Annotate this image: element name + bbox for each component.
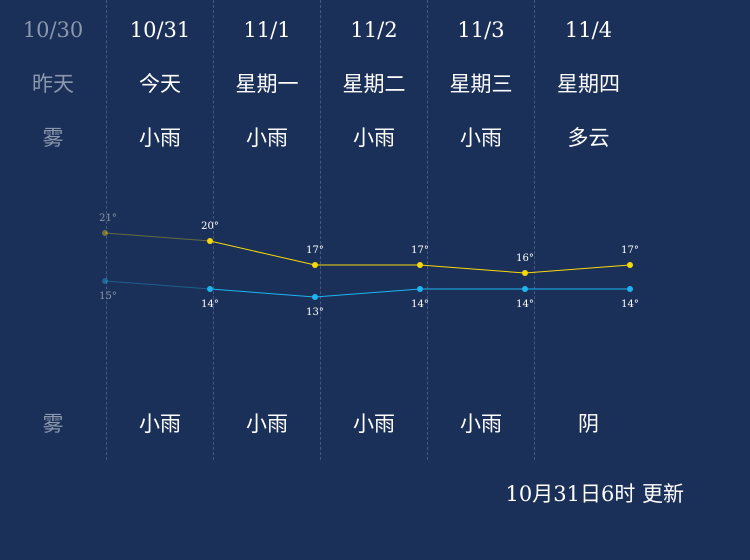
low-temp-line-segment (104, 280, 211, 290)
day-date: 11/1 (243, 18, 291, 42)
day-weekday: 昨天 (32, 72, 74, 96)
high-temp-line-segment (419, 264, 526, 274)
update-time: 10月31日6时 更新 (505, 482, 684, 506)
low-temp-label: 14° (411, 299, 429, 310)
low-temp-point (627, 286, 633, 292)
high-temp-label: 17° (411, 245, 429, 256)
high-temp-point (627, 262, 633, 268)
day-weather: 雾 (42, 126, 64, 150)
low-temp-line-segment (209, 288, 316, 298)
night-weather: 雾 (42, 412, 64, 436)
day-weekday: 今天 (139, 72, 181, 96)
day-weekday: 星期四 (557, 72, 620, 96)
day-weather: 小雨 (353, 126, 395, 150)
day-weather: 小雨 (139, 126, 181, 150)
night-weather: 小雨 (460, 412, 502, 436)
day-weather: 小雨 (246, 126, 288, 150)
night-weather: 小雨 (353, 412, 395, 436)
low-temp-label: 14° (201, 299, 219, 310)
night-weather: 阴 (578, 412, 599, 436)
day-weather: 小雨 (460, 126, 502, 150)
high-temp-line-segment (209, 240, 316, 266)
low-temp-point (522, 286, 528, 292)
day-date: 11/4 (564, 18, 613, 42)
high-temp-line-segment (104, 232, 211, 242)
high-temp-point (102, 230, 108, 236)
high-temp-label: 16° (516, 253, 534, 264)
day-date: 11/2 (350, 18, 398, 42)
day-column: 11/3 星期三 小雨 小雨 (428, 0, 535, 460)
day-weekday: 星期三 (449, 72, 513, 96)
day-weekday: 星期二 (342, 72, 406, 96)
night-weather: 小雨 (139, 412, 181, 436)
day-date: 11/3 (457, 18, 505, 42)
night-weather: 小雨 (246, 412, 288, 436)
high-temp-label: 20° (201, 221, 219, 232)
day-column: 10/30 昨天雾雾 (0, 0, 107, 460)
low-temp-label: 14° (621, 299, 639, 310)
day-weather: 多云 (567, 126, 610, 150)
high-temp-point (312, 262, 318, 268)
high-temp-point (417, 262, 423, 268)
day-column: 11/4 星期四多云阴 (535, 0, 642, 460)
high-temp-label: 17° (306, 245, 324, 256)
day-weekday: 星期一 (235, 72, 299, 96)
day-column: 11/1 星期一 小雨 小雨 (214, 0, 321, 460)
low-temp-point (207, 286, 213, 292)
low-temp-label: 15° (99, 291, 117, 302)
day-date: 10/30 (22, 18, 84, 42)
high-temp-point (207, 238, 213, 244)
day-date: 10/31 (129, 18, 191, 42)
high-temp-point (522, 270, 528, 276)
low-temp-label: 14° (516, 299, 534, 310)
high-temp-label: 17° (621, 245, 639, 256)
high-temp-line-segment (524, 264, 631, 274)
low-temp-label: 13° (306, 307, 324, 318)
low-temp-point (312, 294, 318, 300)
low-temp-line-segment (314, 288, 421, 298)
low-temp-point (417, 286, 423, 292)
day-column: 10/31 今天 小雨 小雨 (107, 0, 214, 460)
day-column: 11/2 星期二 小雨 小雨 (321, 0, 428, 460)
high-temp-label: 21° (99, 213, 117, 224)
low-temp-point (102, 278, 108, 284)
